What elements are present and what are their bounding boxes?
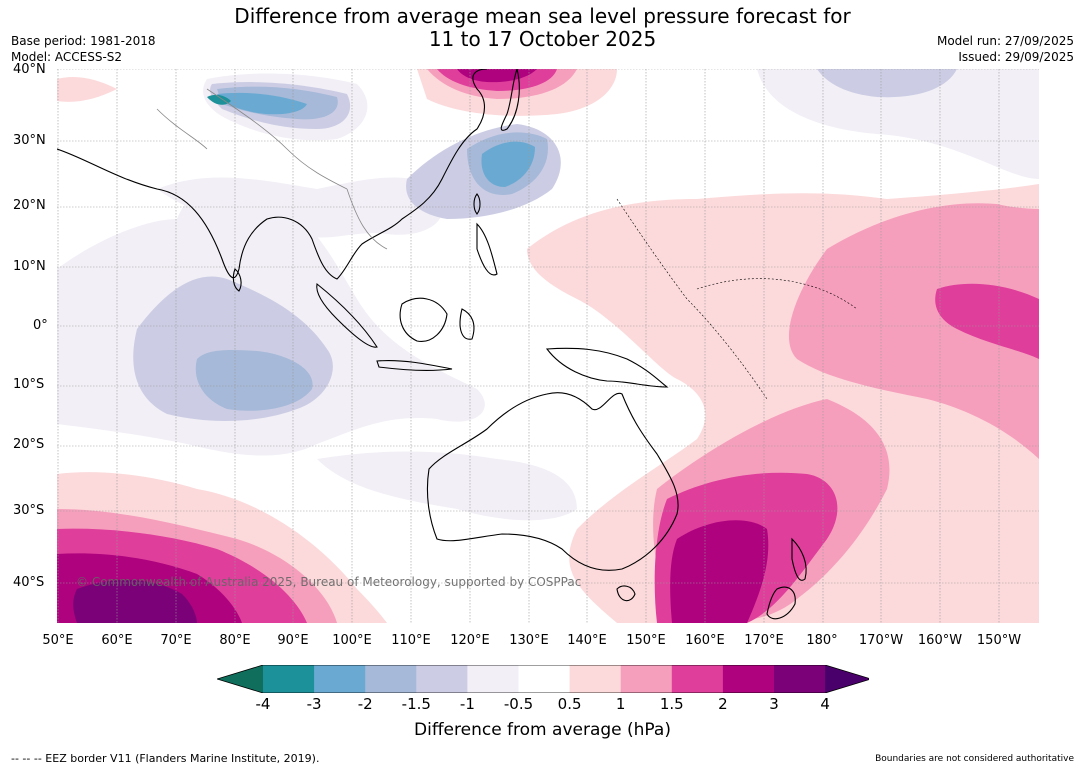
lon-label-50e: 50°E: [42, 633, 74, 648]
sulawesi-coastline: [459, 308, 475, 340]
meta-left: Base period: 1981-2018 Model: ACCESS-S2: [11, 33, 156, 65]
pos-anomaly-light-india-north: [57, 77, 117, 102]
lon-label-150e: 150°E: [626, 633, 666, 648]
philippines-coastline: [476, 222, 498, 276]
eez-borders: [616, 198, 858, 400]
lon-label-180: 180°: [806, 633, 838, 648]
lon-label-120e: 120°E: [450, 633, 490, 648]
neg-anomaly-strong-indian: [195, 349, 313, 411]
colorbar-arrow-high: [825, 665, 869, 693]
colorbar-segment: [416, 665, 468, 693]
neg-anomaly-extreme-tibet: [207, 94, 231, 105]
colorbar-segment: [263, 665, 315, 693]
lat-label-0: 0°: [33, 318, 48, 333]
lon-label-170w: 170°W: [858, 633, 904, 648]
sumatra-coastline: [316, 283, 378, 348]
sri-lanka-coastline: [232, 268, 242, 292]
country-borders: [156, 88, 388, 250]
new-zealand-south-coastline: [766, 586, 796, 620]
issued-date: Issued: 29/09/2025: [958, 50, 1074, 64]
colorbar-segment: [518, 665, 571, 693]
title-line-1: Difference from average mean sea level p…: [234, 4, 851, 28]
boundary-disclaimer: Boundaries are not considered authoritat…: [875, 754, 1074, 764]
map-title: Difference from average mean sea level p…: [0, 5, 1085, 51]
lon-label-130e: 130°E: [509, 633, 549, 648]
lon-label-60e: 60°E: [101, 633, 133, 648]
lat-label-40s: 40°S: [13, 575, 45, 590]
colorbar-segment: [774, 665, 826, 693]
colorbar: [217, 665, 869, 693]
australia-coastline: [426, 392, 679, 571]
colorbar-tick-label: -2: [357, 695, 373, 713]
asia-mainland-coastline: [57, 69, 488, 280]
coastlines: [57, 69, 807, 620]
meta-right: Model run: 27/09/2025 Issued: 29/09/2025: [937, 33, 1074, 65]
lat-label-20s: 20°S: [13, 437, 45, 452]
colorbar-tick-label: -3: [306, 695, 322, 713]
lon-label-110e: 110°E: [391, 633, 431, 648]
colorbar-tick-label: -0.5: [503, 695, 534, 713]
graticule: [57, 69, 1039, 623]
lat-label-20n: 20°N: [13, 198, 46, 213]
lon-label-160e: 160°E: [685, 633, 725, 648]
colorbar-tick-label: 0.5: [557, 695, 582, 713]
colorbar-tick-label: -1: [459, 695, 475, 713]
colorbar-tick-label: 4: [820, 695, 830, 713]
neg-anomaly-core-china: [481, 141, 535, 187]
colorbar-segment: [314, 665, 366, 693]
model-name: Model: ACCESS-S2: [11, 50, 123, 64]
lon-label-150w: 150°W: [976, 633, 1022, 648]
model-run: Model run: 27/09/2025: [936, 34, 1074, 48]
eez-legend-note: -- -- -- EEZ border V11 (Flanders Marine…: [11, 752, 320, 765]
lon-label-90e: 90°E: [277, 633, 309, 648]
pos-anomaly-core-tasman: [670, 520, 769, 623]
lon-label-100e: 100°E: [332, 633, 372, 648]
colorbar-tick-label: 1.5: [659, 695, 684, 713]
lat-label-10s: 10°S: [13, 377, 45, 392]
colorbar-tick-label: 2: [718, 695, 728, 713]
neg-anomaly-light-australia: [317, 451, 577, 521]
lon-label-160w: 160°W: [917, 633, 963, 648]
lat-label-30n: 30°N: [13, 133, 46, 148]
colorbar-tick-label: -1.5: [401, 695, 431, 713]
lon-label-80e: 80°E: [219, 633, 251, 648]
colorbar-tick-label: 3: [769, 695, 779, 713]
lon-label-140e: 140°E: [567, 633, 607, 648]
colorbar-label: Difference from average (hPa): [414, 720, 671, 740]
japan-coastline: [500, 69, 520, 131]
colorbar-segment: [722, 665, 775, 693]
base-period: Base period: 1981-2018: [11, 34, 156, 48]
tasmania-coastline: [616, 585, 636, 602]
pos-anomaly-core-north: [457, 69, 537, 83]
pos-anomaly-extreme-southwest: [73, 579, 197, 623]
pos-anomaly-strong-pacific: [935, 283, 1039, 359]
new-guinea-coastline: [545, 347, 669, 388]
title-line-2: 11 to 17 October 2025: [428, 27, 657, 51]
lat-label-10n: 10°N: [13, 259, 46, 274]
colorbar-segment: [671, 665, 724, 693]
lon-label-70e: 70°E: [160, 633, 192, 648]
copyright-notice: © Commonwealth of Australia 2025, Bureau…: [76, 575, 582, 589]
colorbar-tick-label: -4: [255, 695, 271, 713]
pressure-anomaly-map: [57, 69, 1039, 623]
colorbar-tick-label: 1: [615, 695, 626, 713]
colorbar-arrow-low: [217, 665, 263, 693]
borneo-coastline: [399, 297, 448, 342]
lat-label-40n: 40°N: [13, 62, 46, 77]
colorbar-segment: [365, 665, 417, 693]
neg-anomaly-light-pacific: [757, 69, 1039, 179]
lon-label-170e: 170°E: [744, 633, 784, 648]
taiwan-coastline: [473, 193, 481, 215]
colorbar-segment: [467, 665, 519, 693]
colorbar-segment: [620, 665, 673, 693]
neg-anomaly-light-north: [157, 177, 444, 238]
neg-anomaly-core-tibet: [217, 92, 307, 115]
neg-anomaly-mid-pacific: [817, 69, 957, 98]
java-coastline: [376, 360, 453, 372]
lat-label-30s: 30°S: [13, 503, 45, 518]
new-zealand-north-coastline: [791, 537, 807, 581]
colorbar-segment: [569, 665, 622, 693]
